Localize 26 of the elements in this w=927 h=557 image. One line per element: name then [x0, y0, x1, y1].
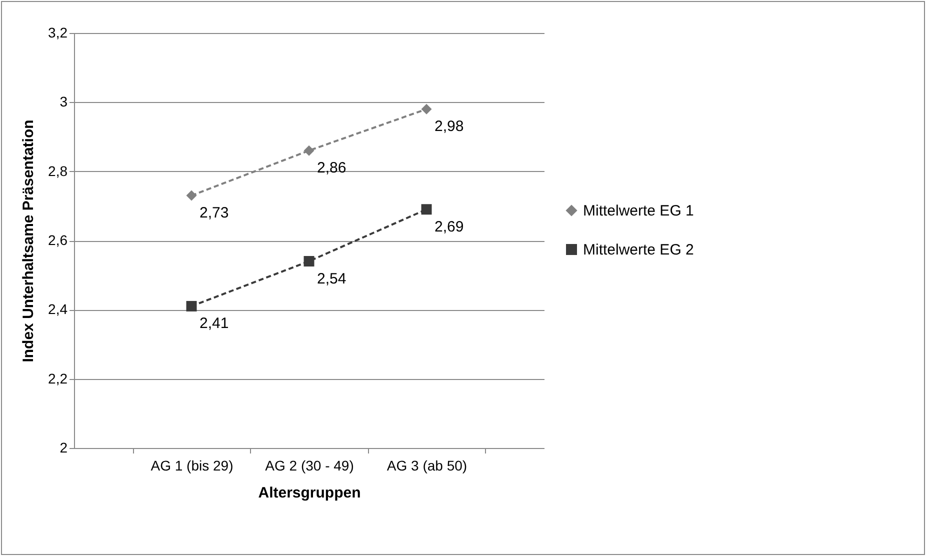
legend-label: Mittelwerte EG 1 [583, 202, 694, 220]
point [421, 204, 432, 215]
point [186, 300, 197, 312]
x-axis-title: Altersgruppen [258, 484, 361, 502]
y-tick-label: 3,2 [48, 24, 68, 40]
y-tick-label: 2,6 [48, 232, 68, 248]
y-tick-label: 2,2 [48, 370, 68, 386]
data-label: 2,73 [200, 204, 229, 222]
y-axis-title: Index Unterhaltsame Präsentation [20, 120, 38, 362]
y-tick-label: 2,8 [48, 162, 68, 179]
x-tick-label: AG 2 (30 - 49) [265, 458, 354, 474]
data-label: 2,98 [434, 118, 464, 136]
point [186, 190, 197, 201]
point [304, 145, 314, 156]
data-label: 2,69 [434, 218, 464, 236]
x-tick-label: AG 1 (bis 29) [150, 458, 234, 474]
legend-label: Mittelwerte EG 2 [583, 242, 694, 258]
point [304, 256, 314, 266]
y-tick-label: 2,4 [48, 301, 68, 318]
y-tick-label: 2 [60, 440, 68, 456]
data-label: 2,41 [200, 315, 229, 332]
y-tick-label: 3 [60, 94, 68, 110]
x-tick-label: AG 3 (ab 50) [386, 458, 468, 474]
data-label: 2,86 [317, 160, 346, 177]
data-label: 2,54 [317, 270, 346, 288]
point [421, 104, 432, 114]
